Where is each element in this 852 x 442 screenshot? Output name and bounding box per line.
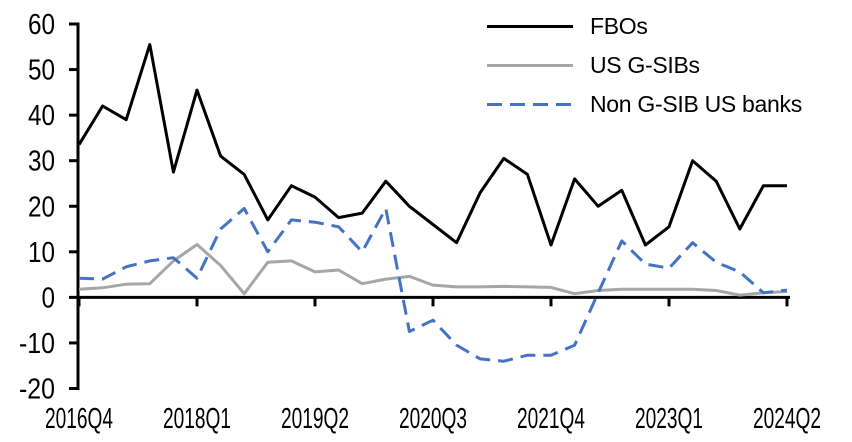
y-axis-label: 30 [28, 146, 55, 178]
legend-item-non-gsib-us-banks: Non G-SIB US banks [487, 85, 802, 124]
x-axis-label: 2021Q4 [517, 403, 585, 435]
legend-label-us-gsibs: US G-SIBs [590, 52, 700, 78]
us-gsibs-line-swatch [487, 64, 573, 67]
x-axis-label: 2016Q4 [45, 403, 113, 435]
x-axis-label: 2023Q1 [635, 403, 703, 435]
legend: FBOs US G-SIBs Non G-SIB US banks [487, 7, 802, 124]
y-axis-label: 20 [28, 191, 55, 223]
fbos-line-swatch [487, 25, 573, 28]
y-axis-label: 0 [42, 282, 56, 314]
y-axis-label: -10 [19, 328, 55, 360]
legend-label-fbos: FBOs [590, 13, 648, 39]
y-axis-label: -20 [19, 374, 55, 406]
x-axis-label: 2019Q2 [281, 403, 349, 435]
y-axis-label: 50 [28, 55, 55, 87]
x-axis-label: 2020Q3 [399, 403, 467, 435]
non-gsib-us-banks-line-swatch [487, 103, 573, 106]
x-axis-label: 2018Q1 [163, 403, 231, 435]
y-axis-label: 40 [28, 100, 55, 132]
legend-label-non-gsib-us-banks: Non G-SIB US banks [590, 91, 802, 117]
y-axis-label: 10 [28, 237, 55, 269]
series-line-us-g-sibs [78, 243, 788, 297]
series-line-non-g-sib-us-banks [78, 207, 788, 363]
x-axis-label: 2024Q2 [753, 403, 821, 435]
legend-item-us-gsibs: US G-SIBs [487, 46, 802, 85]
y-axis-label: 60 [28, 9, 55, 41]
legend-item-fbos: FBOs [487, 7, 802, 46]
series-line-fbos [77, 43, 787, 247]
